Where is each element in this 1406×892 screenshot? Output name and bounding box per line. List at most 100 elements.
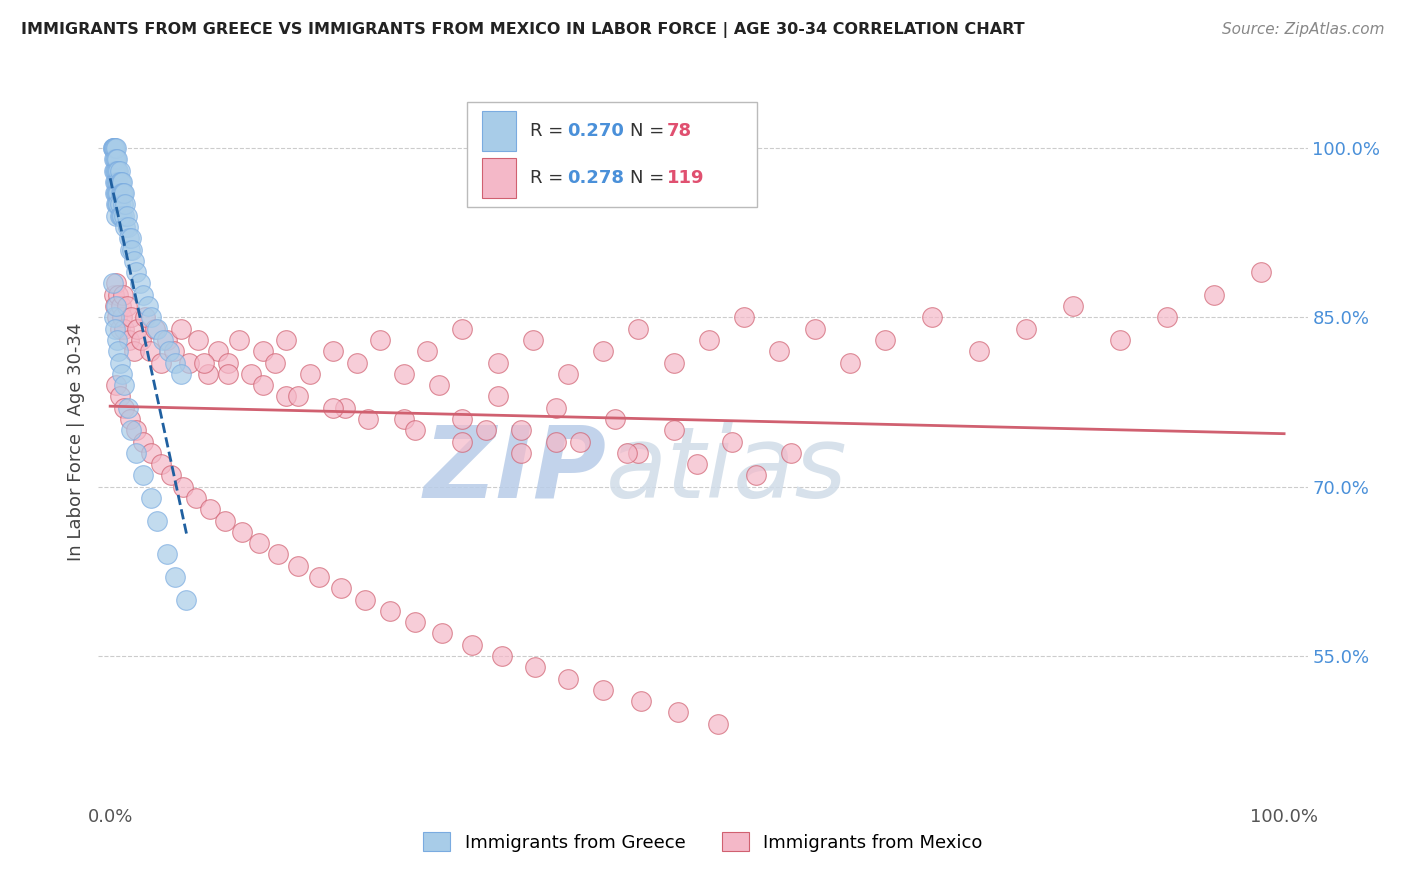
Point bbox=[103, 141, 125, 155]
Point bbox=[111, 175, 134, 189]
Point bbox=[557, 672, 579, 686]
Point bbox=[105, 141, 128, 155]
Point bbox=[117, 401, 139, 415]
Text: atias: atias bbox=[606, 422, 848, 519]
Point bbox=[267, 548, 290, 562]
Text: 0.270: 0.270 bbox=[568, 122, 624, 140]
Point bbox=[276, 333, 298, 347]
Point bbox=[101, 277, 124, 291]
Point bbox=[105, 378, 128, 392]
Point bbox=[163, 355, 186, 369]
Point bbox=[132, 287, 155, 301]
Point bbox=[129, 333, 152, 347]
Point bbox=[108, 209, 131, 223]
Point bbox=[125, 423, 148, 437]
Point bbox=[404, 423, 426, 437]
Point bbox=[686, 457, 709, 471]
Text: IMMIGRANTS FROM GREECE VS IMMIGRANTS FROM MEXICO IN LABOR FORCE | AGE 30-34 CORR: IMMIGRANTS FROM GREECE VS IMMIGRANTS FRO… bbox=[21, 22, 1025, 38]
Text: N =: N = bbox=[630, 122, 671, 140]
Point bbox=[392, 412, 415, 426]
Point bbox=[228, 333, 250, 347]
Point bbox=[107, 186, 129, 201]
Text: N =: N = bbox=[630, 169, 671, 186]
Point bbox=[112, 321, 135, 335]
Point bbox=[524, 660, 547, 674]
Point bbox=[112, 378, 135, 392]
Point bbox=[108, 321, 131, 335]
Point bbox=[263, 355, 285, 369]
Point bbox=[1202, 287, 1225, 301]
Point bbox=[322, 401, 344, 415]
Point bbox=[111, 209, 134, 223]
Text: 78: 78 bbox=[666, 122, 692, 140]
Point bbox=[697, 333, 720, 347]
Text: 0.278: 0.278 bbox=[568, 169, 624, 186]
Point bbox=[105, 197, 128, 211]
Y-axis label: In Labor Force | Age 30-34: In Labor Force | Age 30-34 bbox=[66, 322, 84, 561]
Point bbox=[125, 446, 148, 460]
Point bbox=[104, 141, 127, 155]
Point bbox=[662, 423, 685, 437]
Point bbox=[187, 333, 209, 347]
Point bbox=[112, 186, 135, 201]
Point bbox=[803, 321, 825, 335]
Bar bbox=[482, 111, 516, 151]
Point bbox=[107, 163, 129, 178]
Point bbox=[146, 321, 169, 335]
Point bbox=[207, 344, 229, 359]
Point bbox=[432, 626, 454, 640]
Point bbox=[105, 299, 128, 313]
Point bbox=[404, 615, 426, 630]
Point bbox=[105, 175, 128, 189]
Text: ZIP: ZIP bbox=[423, 422, 606, 519]
Point bbox=[101, 141, 124, 155]
Point bbox=[217, 355, 239, 369]
Legend: Immigrants from Greece, Immigrants from Mexico: Immigrants from Greece, Immigrants from … bbox=[416, 825, 990, 859]
Point bbox=[105, 163, 128, 178]
Point bbox=[546, 401, 568, 415]
Text: 119: 119 bbox=[666, 169, 704, 186]
Point bbox=[120, 231, 142, 245]
Point bbox=[666, 706, 689, 720]
Point bbox=[733, 310, 755, 325]
Point bbox=[354, 592, 377, 607]
Point bbox=[105, 277, 128, 291]
Point bbox=[217, 367, 239, 381]
Point bbox=[780, 446, 803, 460]
Point bbox=[118, 333, 141, 347]
Point bbox=[110, 209, 132, 223]
Point bbox=[198, 502, 221, 516]
Point bbox=[627, 446, 650, 460]
Point bbox=[630, 694, 652, 708]
Point bbox=[122, 344, 145, 359]
Point bbox=[287, 389, 309, 403]
Point bbox=[103, 287, 125, 301]
Point bbox=[103, 163, 125, 178]
Point bbox=[252, 344, 274, 359]
Point bbox=[105, 175, 128, 189]
Point bbox=[111, 367, 134, 381]
Point bbox=[139, 344, 162, 359]
Point bbox=[522, 333, 544, 347]
Point bbox=[114, 220, 136, 235]
Point bbox=[346, 355, 368, 369]
Point bbox=[378, 604, 401, 618]
Point bbox=[491, 648, 513, 663]
Point bbox=[127, 321, 149, 335]
Point bbox=[838, 355, 860, 369]
Point bbox=[427, 378, 450, 392]
Point bbox=[105, 333, 128, 347]
Point bbox=[115, 209, 138, 223]
Text: R =: R = bbox=[530, 169, 569, 186]
Point bbox=[157, 344, 180, 359]
Point bbox=[486, 389, 509, 403]
Point bbox=[105, 197, 128, 211]
Point bbox=[510, 446, 533, 460]
Point bbox=[1156, 310, 1178, 325]
Point bbox=[104, 299, 127, 313]
Point bbox=[1015, 321, 1038, 335]
Point bbox=[101, 141, 124, 155]
Point bbox=[103, 153, 125, 167]
Point bbox=[176, 592, 198, 607]
Point bbox=[1250, 265, 1272, 279]
